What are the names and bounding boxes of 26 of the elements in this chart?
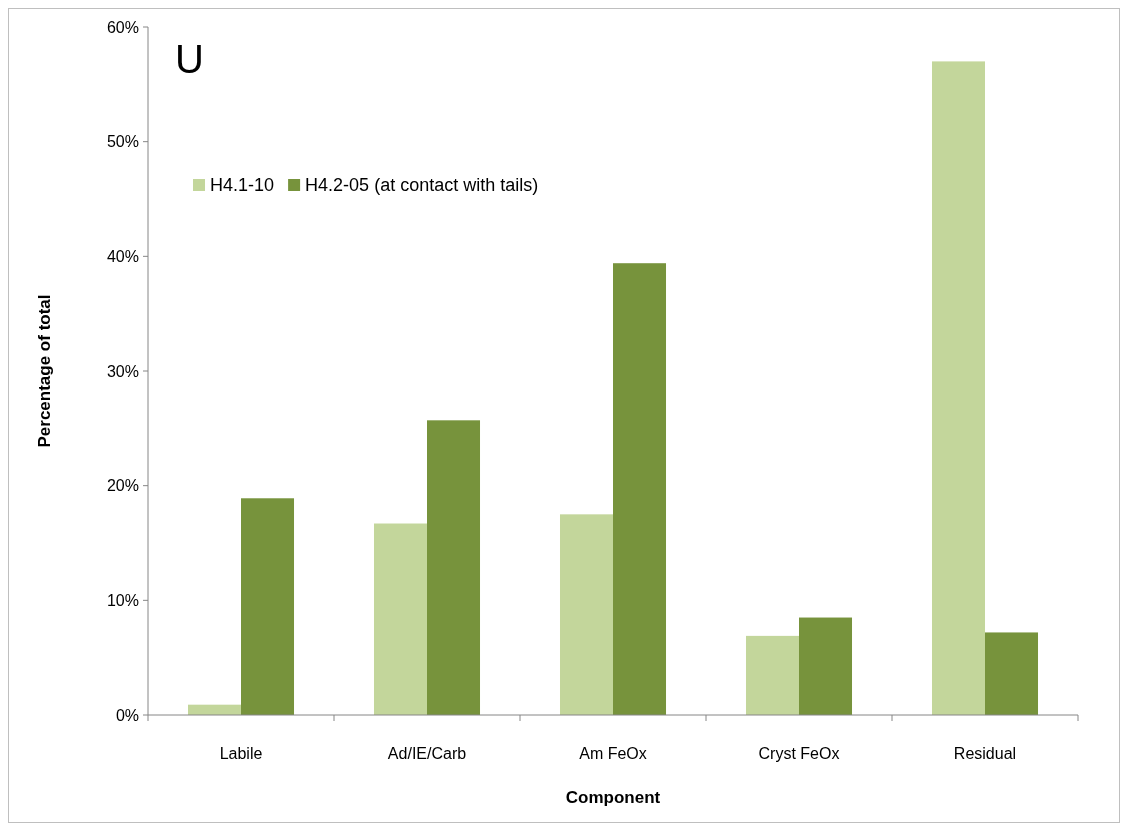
bar	[559, 514, 613, 715]
bar	[931, 61, 985, 715]
bar	[373, 523, 427, 715]
x-tick-label: Labile	[219, 745, 263, 762]
x-tick-label: Ad/IE/Carb	[387, 745, 467, 762]
y-tick-label: 20%	[106, 477, 139, 495]
legend-label: H4.1-10	[210, 175, 275, 196]
x-tick-label: Residual	[953, 745, 1017, 762]
y-tick-label: 60%	[106, 18, 139, 36]
x-tick-label: Cryst FeOx	[758, 745, 840, 762]
x-tick-label: Am FeOx	[579, 745, 647, 762]
y-tick-label: 50%	[106, 133, 139, 151]
x-axis-title: Component	[565, 788, 661, 807]
bar	[745, 635, 799, 715]
bar	[427, 420, 481, 715]
bar	[799, 617, 853, 715]
y-tick-label: 10%	[106, 591, 139, 609]
legend-label: H4.2-05 (at contact with tails)	[305, 175, 539, 196]
y-tick-label: 40%	[106, 247, 139, 265]
y-tick-label: 30%	[106, 362, 139, 380]
y-axis-title: Percentage of total	[35, 294, 54, 448]
bar	[613, 263, 667, 715]
bar	[241, 498, 295, 715]
annotation: U	[175, 37, 204, 81]
y-tick-label: 0%	[115, 706, 139, 724]
bar	[985, 632, 1039, 715]
